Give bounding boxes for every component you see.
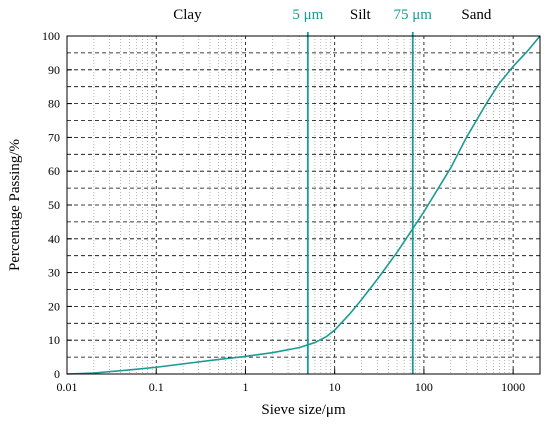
boundary-lines	[306, 32, 414, 374]
x-tick-labels: 0.01 0.1 1 10 100 1000	[57, 369, 525, 394]
x-tick-label: 0.1	[149, 380, 164, 394]
y-tick-labels: 0 10 20 30 40 50 60 70 80 90 100	[42, 29, 72, 381]
series-line	[66, 35, 541, 375]
y-tick-label: 100	[42, 29, 60, 43]
x-tick-label: 1	[242, 380, 248, 394]
y-tick-label: 80	[48, 97, 60, 111]
y-tick-label: 50	[48, 198, 60, 212]
grid	[67, 36, 540, 374]
y-tick-label: 0	[54, 367, 60, 381]
boundary-label: 75 μm	[394, 7, 433, 23]
y-tick-label: 30	[48, 266, 60, 280]
y-tick-label: 70	[48, 130, 60, 144]
region-label-sand: Sand	[461, 7, 492, 23]
x-tick-label: 1000	[501, 380, 525, 394]
y-tick-label: 10	[48, 333, 60, 347]
series-layer	[66, 35, 541, 375]
y-tick-label: 40	[48, 232, 60, 246]
y-tick-label: 20	[48, 299, 60, 313]
x-tick-label: 10	[329, 380, 341, 394]
region-label-clay: Clay	[173, 7, 202, 23]
y-tick-label: 60	[48, 164, 60, 178]
y-tick-label: 90	[48, 63, 60, 77]
x-tick-label: 100	[415, 380, 433, 394]
x-tick-label: 0.01	[57, 380, 78, 394]
region-labels: 5 μm 75 μm Clay Silt Sand	[173, 7, 492, 23]
x-axis-title: Sieve size/μm	[261, 402, 346, 418]
y-axis-title: Percentage Passing/%	[7, 139, 23, 271]
region-label-silt: Silt	[350, 7, 372, 23]
boundary-label: 5 μm	[292, 7, 323, 23]
